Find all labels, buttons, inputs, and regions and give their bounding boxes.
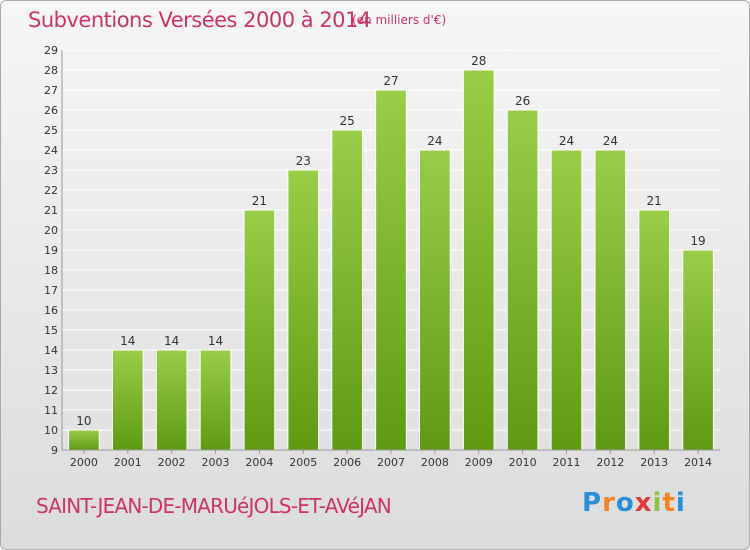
x-tick-label: 2007	[377, 456, 405, 469]
x-tick-label: 2014	[684, 456, 712, 469]
bar	[550, 149, 583, 451]
x-tick-label: 2005	[289, 456, 317, 469]
bar	[155, 349, 188, 451]
y-tick-label: 26	[44, 104, 58, 117]
bar	[243, 209, 276, 451]
bar	[331, 129, 363, 451]
y-tick-label: 18	[44, 264, 58, 277]
y-tick-label: 25	[44, 124, 58, 137]
logo-letter: r	[602, 488, 616, 518]
data-label: 24	[603, 134, 618, 148]
x-tick-label: 2006	[333, 456, 361, 469]
data-label: 24	[427, 134, 442, 148]
y-tick-label: 23	[44, 164, 58, 177]
data-label: 24	[559, 134, 574, 148]
bar	[462, 69, 495, 451]
y-tick-label: 17	[44, 284, 58, 297]
data-label: 10	[76, 414, 91, 428]
y-tick-label: 20	[44, 224, 58, 237]
data-label: 27	[383, 74, 398, 88]
logo-letter: P	[582, 488, 603, 518]
x-tick-label: 2003	[202, 456, 230, 469]
data-label: 23	[296, 154, 311, 168]
logo-letter: x	[634, 488, 653, 518]
x-tick-label: 2001	[114, 456, 142, 469]
y-tick-label: 14	[44, 344, 58, 357]
axes: 9 10 11 12 13 14 15 16 17 18 19 20 21 22 23 24 25 26 27 28 2…	[44, 44, 720, 469]
y-tick-label: 11	[44, 404, 58, 417]
y-tick-label: 29	[44, 44, 58, 57]
x-tick-label: 2011	[552, 456, 580, 469]
logo-letter: o	[615, 488, 635, 518]
data-label: 21	[647, 194, 662, 208]
chart-title: Subventions Versées 2000 à 2014	[28, 8, 371, 32]
bars: 10 14 14 14 21 23 25 27 24 28 26 24 24 21 19	[68, 54, 714, 451]
y-tick-label: 21	[44, 204, 58, 217]
y-tick-label: 16	[44, 304, 58, 317]
y-tick-label: 22	[44, 184, 58, 197]
y-tick-label: 12	[44, 384, 58, 397]
data-label: 28	[471, 54, 486, 68]
data-label: 25	[339, 114, 354, 128]
logo-letter: i	[652, 488, 663, 518]
bar	[506, 109, 539, 451]
data-label: 14	[120, 334, 135, 348]
data-label: 26	[515, 94, 530, 108]
data-label: 14	[208, 334, 223, 348]
y-tick-label: 24	[44, 144, 58, 157]
logo-letter: t	[662, 488, 676, 518]
x-tick-label: 2010	[509, 456, 537, 469]
unit-label: (en milliers d'€)	[352, 13, 447, 27]
bar	[68, 429, 100, 451]
y-tick-label: 15	[44, 324, 58, 337]
proxiti-logo: Proxiti	[582, 488, 686, 518]
bar	[375, 89, 407, 451]
y-tick-label: 13	[44, 364, 58, 377]
y-tick-label: 27	[44, 84, 58, 97]
data-label: 19	[690, 234, 705, 248]
commune-name: SAINT-JEAN-DE-MARUéJOLS-ET-AVéJAN	[36, 494, 392, 518]
y-tick-label: 19	[44, 244, 58, 257]
bar	[682, 249, 714, 451]
y-tick-label: 28	[44, 64, 58, 77]
x-tick-label: 2009	[465, 456, 493, 469]
x-tick-label: 2000	[70, 456, 98, 469]
bar	[638, 209, 671, 451]
bar	[199, 349, 232, 451]
y-tick-label: 10	[44, 424, 58, 437]
bar	[287, 169, 320, 451]
x-tick-label: 2004	[245, 456, 273, 469]
bar	[419, 149, 451, 451]
data-label: 21	[252, 194, 267, 208]
y-tick-label: 9	[51, 444, 58, 457]
x-tick-label: 2008	[421, 456, 449, 469]
x-tick-label: 2002	[158, 456, 186, 469]
data-label: 14	[164, 334, 179, 348]
bar	[111, 349, 144, 451]
logo-letter: i	[675, 488, 686, 518]
x-tick-label: 2012	[596, 456, 624, 469]
bar	[594, 149, 627, 451]
x-tick-label: 2013	[640, 456, 668, 469]
